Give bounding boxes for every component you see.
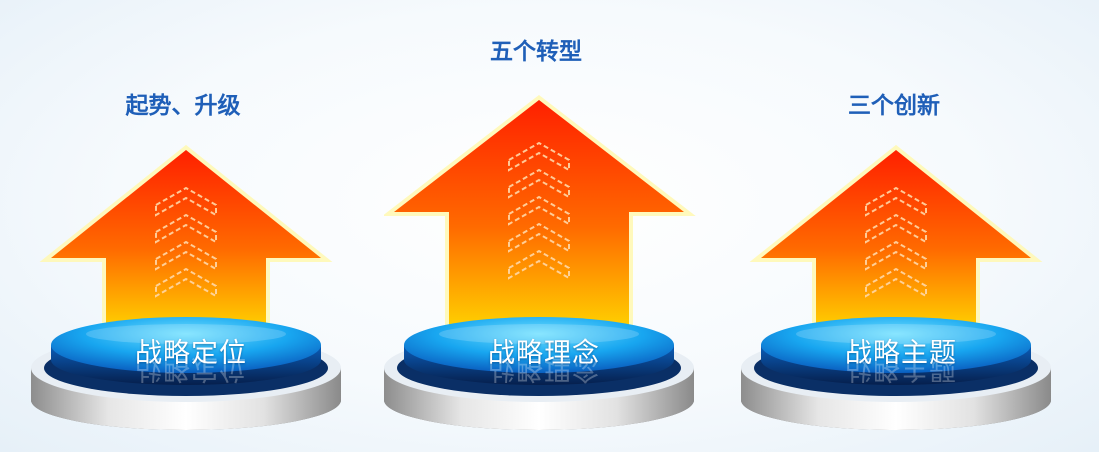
- up-arrow-icon: [741, 144, 1051, 430]
- label-middle: 五个转型: [490, 39, 582, 65]
- caption-reflection: 战略定位: [135, 353, 247, 384]
- caption-reflection: 战略主题: [845, 353, 957, 384]
- item-strategy-concept[interactable]: 战略理念 战略理念: [384, 0, 704, 452]
- label-right: 三个创新: [848, 93, 940, 119]
- label-left: 起势、升级: [125, 93, 241, 119]
- caption-reflection: 战略理念: [488, 353, 600, 384]
- up-arrow-icon: [31, 144, 341, 430]
- caption-strategy-position: 战略定位: [135, 338, 247, 369]
- item-strategy-theme[interactable]: 战略主题 战略主题: [741, 0, 1061, 452]
- caption-strategy-theme: 战略主题: [845, 338, 957, 369]
- up-arrow-icon: [384, 94, 696, 430]
- item-strategy-position[interactable]: 战略定位 战略定位: [31, 0, 351, 452]
- caption-strategy-concept: 战略理念: [488, 338, 600, 369]
